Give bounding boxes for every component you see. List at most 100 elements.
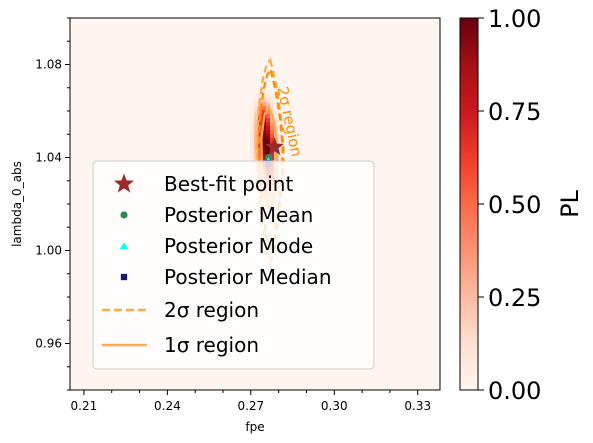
heatmap-cell xyxy=(250,118,254,122)
heatmap-cell xyxy=(266,138,270,142)
heatmap-cell xyxy=(262,106,266,110)
heatmap-cell xyxy=(270,102,274,106)
y-tick-label: 1.00 xyxy=(35,244,62,258)
colorbar-tick-label: 1.00 xyxy=(488,5,541,33)
heatmap-cell xyxy=(258,122,262,126)
y-tick-label: 1.04 xyxy=(35,151,62,165)
heatmap-cell xyxy=(266,102,270,106)
heatmap-cell xyxy=(262,102,266,106)
colorbar-gradient xyxy=(459,17,479,391)
heatmap-cell xyxy=(270,130,274,134)
heatmap-cell xyxy=(254,94,258,98)
heatmap-cell xyxy=(258,110,262,114)
heatmap-cell xyxy=(270,118,274,122)
heatmap-cell xyxy=(278,150,282,154)
colorbar: 0.00 0.25 0.50 0.75 1.00 xyxy=(459,5,541,405)
heatmap-cell xyxy=(278,134,282,138)
heatmap-cell xyxy=(262,154,266,158)
heatmap-cell xyxy=(250,142,254,146)
x-tick-label: 0.21 xyxy=(71,399,98,413)
heatmap-cell xyxy=(278,122,282,126)
y-tick-label: 1.08 xyxy=(35,58,62,72)
heatmap-cell xyxy=(262,94,266,98)
heatmap-cell xyxy=(262,146,266,150)
heatmap-cell xyxy=(250,150,254,154)
heatmap-cell xyxy=(254,138,258,142)
heatmap-cell xyxy=(270,106,274,110)
heatmap-cell xyxy=(266,150,270,154)
heatmap-cell xyxy=(274,106,278,110)
heatmap-cell xyxy=(258,154,262,158)
heatmap-cell xyxy=(250,138,254,142)
heatmap-cell xyxy=(262,110,266,114)
heatmap-cell xyxy=(250,134,254,138)
legend-label: Posterior Mean xyxy=(164,203,313,227)
x-tick-label: 0.33 xyxy=(404,399,431,413)
heatmap-cell xyxy=(270,94,274,98)
legend-label: Best-fit point xyxy=(164,172,293,196)
y-tick-label: 0.96 xyxy=(35,337,62,351)
legend: Best-fit point Posterior Mean Posterior Mo… xyxy=(92,160,375,370)
heatmap-cell xyxy=(254,114,258,118)
heatmap-cell xyxy=(254,130,258,134)
heatmap-cell xyxy=(266,146,270,150)
heatmap-cell xyxy=(270,122,274,126)
colorbar-tick-label: 0.75 xyxy=(488,98,541,126)
heatmap-cell xyxy=(262,142,266,146)
heatmap-cell xyxy=(262,90,266,94)
heatmap-cell xyxy=(278,158,282,162)
legend-marker-star xyxy=(114,173,134,193)
heatmap-cell xyxy=(262,126,266,130)
heatmap-cell xyxy=(270,110,274,114)
heatmap-cell xyxy=(270,138,274,142)
heatmap-cell xyxy=(266,122,270,126)
legend-label: Posterior Median xyxy=(164,265,332,289)
heatmap-cell xyxy=(254,110,258,114)
heatmap-cell xyxy=(250,158,254,162)
heatmap-cell xyxy=(270,158,274,162)
legend-label: 1σ region xyxy=(164,333,259,357)
heatmap-cell xyxy=(254,98,258,102)
heatmap-cell xyxy=(250,106,254,110)
x-tick-label: 0.30 xyxy=(321,399,348,413)
legend-marker-square xyxy=(120,273,128,281)
heatmap-cell xyxy=(250,126,254,130)
heatmap-cell xyxy=(250,122,254,126)
heatmap-cell xyxy=(254,154,258,158)
heatmap-cell xyxy=(270,126,274,130)
heatmap-cell xyxy=(274,158,278,162)
legend-marker-circle xyxy=(120,211,128,219)
x-axis-label: fpe xyxy=(245,420,264,434)
colorbar-tick-label: 0.00 xyxy=(488,377,541,405)
heatmap-cell xyxy=(258,142,262,146)
heatmap-cell xyxy=(274,118,278,122)
heatmap-cell xyxy=(258,150,262,154)
heatmap-cell xyxy=(266,90,270,94)
heatmap-cell xyxy=(258,134,262,138)
heatmap-cell xyxy=(278,154,282,158)
heatmap-cell xyxy=(250,154,254,158)
heatmap-cell xyxy=(254,134,258,138)
legend-box xyxy=(92,160,375,370)
heatmap-cell xyxy=(250,130,254,134)
colorbar-label: PL xyxy=(556,189,584,217)
heatmap-cell xyxy=(274,122,278,126)
heatmap-cell xyxy=(266,98,270,102)
heatmap-cell xyxy=(254,150,258,154)
heatmap-cell xyxy=(254,102,258,106)
heatmap-cell xyxy=(262,130,266,134)
heatmap-cell xyxy=(266,130,270,134)
heatmap-cell xyxy=(262,150,266,154)
heatmap-cell xyxy=(266,126,270,130)
heatmap-cell xyxy=(262,158,266,162)
heatmap-cell xyxy=(250,146,254,150)
heatmap-cell xyxy=(262,138,266,142)
heatmap-cell xyxy=(266,110,270,114)
x-tick-label: 0.27 xyxy=(237,399,264,413)
heatmap-cell xyxy=(250,110,254,114)
heatmap-cell xyxy=(254,126,258,130)
y-axis-label: lambda_0_abs xyxy=(10,161,24,247)
heatmap-cell xyxy=(278,130,282,134)
heatmap-cell xyxy=(266,114,270,118)
